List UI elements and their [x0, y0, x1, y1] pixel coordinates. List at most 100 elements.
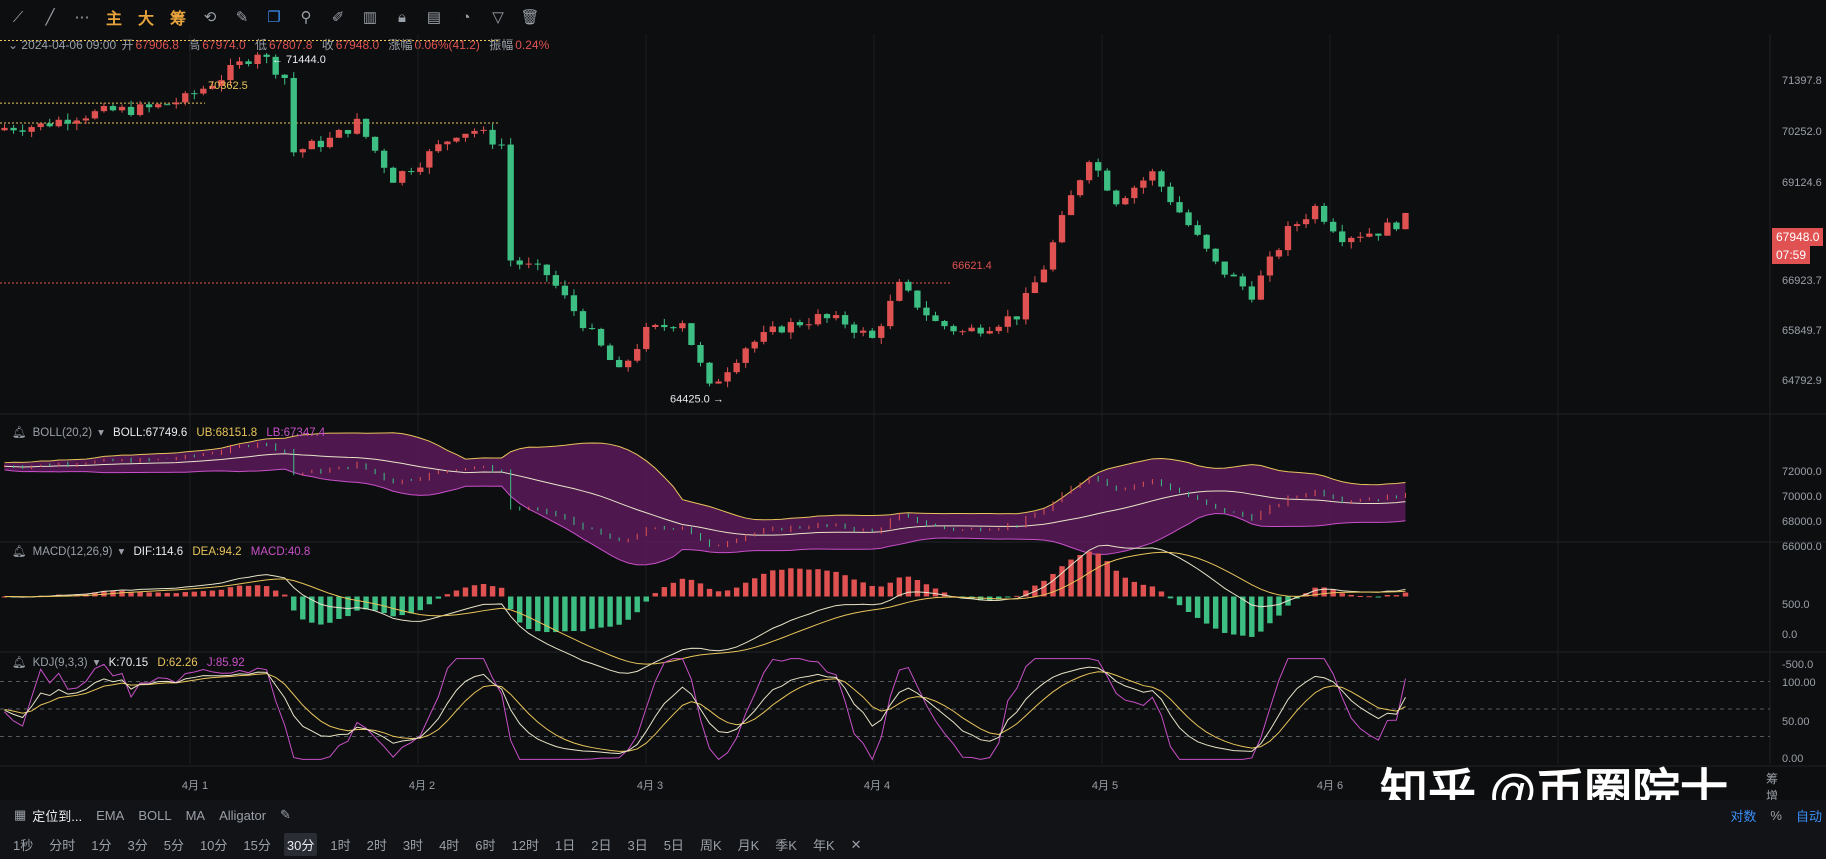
candle-body — [688, 323, 695, 346]
macd-name[interactable]: MACD(12,26,9) — [32, 546, 113, 558]
boll-lb: LB:67347.4 — [266, 427, 326, 439]
macd-bar — [562, 596, 568, 632]
timeframe-21[interactable]: 年K — [812, 838, 835, 853]
timeframe-3[interactable]: 3分 — [127, 838, 148, 853]
boll-tick: 70000.0 — [1782, 491, 1822, 503]
close-icon[interactable]: ✕ — [850, 836, 862, 852]
dropdown-icon[interactable]: ▾ — [118, 546, 125, 558]
note-icon[interactable]: ▤ — [426, 9, 442, 26]
magnet-icon[interactable]: ◔ — [461, 8, 471, 26]
ruler-icon[interactable]: ⚲ — [300, 9, 312, 26]
candle-body — [968, 327, 975, 332]
macd-bar — [173, 593, 179, 597]
timeframe-7[interactable]: 30分 — [283, 833, 318, 856]
candle-body — [1320, 205, 1328, 222]
auto-button[interactable]: 自动 — [1795, 808, 1822, 824]
timeframe-1[interactable]: 分时 — [49, 838, 76, 853]
percent-button[interactable]: % — [1770, 807, 1782, 823]
timeframe-8[interactable]: 1时 — [330, 838, 351, 853]
indicator-alligator[interactable]: Alligator — [219, 807, 267, 823]
edit-icon[interactable]: ✎ — [280, 807, 291, 822]
cycle-icon[interactable]: ⟲ — [203, 9, 217, 26]
timeframe-20[interactable]: 季K — [775, 838, 797, 853]
macd-bar — [833, 571, 839, 597]
trash-icon[interactable]: 🗑︎ — [520, 9, 540, 26]
timeframe-19[interactable]: 月K — [737, 838, 760, 853]
indicator-ma[interactable]: MA — [185, 807, 206, 823]
timeframe-0[interactable]: 1秒 — [13, 838, 34, 853]
timeframe-14[interactable]: 1日 — [555, 838, 576, 853]
timeframe-12[interactable]: 6时 — [475, 838, 496, 853]
brush-icon[interactable]: ✎ — [235, 9, 249, 26]
amp-value: 0.24% — [515, 38, 550, 52]
timeframe-17[interactable]: 5日 — [663, 838, 684, 853]
macd-bar — [1231, 596, 1237, 635]
timeframe-13[interactable]: 12时 — [511, 838, 539, 853]
candles-icon[interactable]: ▥ — [362, 9, 378, 26]
calendar-icon[interactable]: ▦ — [14, 807, 27, 822]
timeframe-10[interactable]: 3时 — [402, 838, 424, 853]
boll-name[interactable]: BOLL(20,2) — [32, 427, 93, 439]
indicator-ema[interactable]: EMA — [96, 807, 125, 823]
macd-bar — [1005, 596, 1011, 598]
locate-button[interactable]: 定位到... — [32, 808, 83, 824]
macd-bar — [1212, 596, 1219, 629]
kdj-legend: 🔔︎ KDJ(9,3,3) ▾ K:70.15 D:62.26 J:85.92 — [12, 655, 251, 669]
macd-bar — [1041, 580, 1047, 597]
dropdown-icon[interactable]: ▾ — [93, 657, 100, 669]
timeframe-16[interactable]: 3日 — [627, 838, 648, 853]
bell-icon[interactable]: 🔔︎ — [12, 546, 27, 558]
chips-button[interactable]: 筹 — [169, 11, 186, 28]
chips-side-button[interactable]: 筹 — [1766, 772, 1779, 786]
boll-band — [4, 432, 1406, 565]
candle-body — [733, 362, 740, 373]
macd-bar — [1086, 551, 1092, 597]
macd-dea: DEA:94.2 — [192, 546, 242, 558]
pencil-icon[interactable]: ✐ — [331, 9, 345, 26]
log-scale-button[interactable]: 对数 — [1730, 808, 1757, 824]
timeframe-2[interactable]: 1分 — [91, 838, 112, 853]
chevron-icon[interactable]: ⌄ — [8, 38, 22, 52]
macd-bar — [1068, 559, 1074, 597]
macd-bar — [1059, 566, 1065, 597]
kdj-name[interactable]: KDJ(9,3,3) — [32, 657, 88, 669]
line-tool-icon[interactable]: ⟋ — [12, 8, 24, 26]
lock-icon[interactable]: 🔒︎ — [398, 8, 406, 26]
filter-icon[interactable]: ▽ — [492, 9, 504, 26]
timeframe-4[interactable]: 5分 — [163, 838, 184, 853]
indicator-boll[interactable]: BOLL — [138, 807, 172, 823]
kdj-tick: 50.00 — [1782, 716, 1810, 728]
bell-icon[interactable]: 🔔︎ — [12, 657, 27, 669]
ray-tool-icon[interactable]: ╱ — [45, 9, 55, 26]
timeframe-9[interactable]: 2时 — [366, 838, 387, 853]
macd-bar — [282, 594, 288, 597]
dropdown-icon[interactable]: ▾ — [98, 427, 104, 439]
timeframe-15[interactable]: 2日 — [591, 838, 612, 853]
candle-body — [417, 167, 424, 172]
bell-icon[interactable]: 🔔︎ — [12, 427, 27, 439]
candle-body — [426, 151, 433, 168]
macd-bar — [797, 568, 803, 597]
macd-bar — [1140, 584, 1147, 597]
macd-bar — [1321, 587, 1327, 597]
macd-tick: 500.0 — [1782, 599, 1810, 611]
candle-body — [1167, 186, 1174, 203]
datetime: 2024-04-06 09:00 — [21, 38, 117, 52]
macd-bar — [1222, 596, 1228, 633]
add-side-button[interactable]: 增 — [1766, 789, 1779, 803]
more-icon[interactable]: ⋯ — [74, 9, 90, 26]
countdown-tag: 07:59 — [1772, 246, 1811, 264]
candle-body — [878, 326, 885, 338]
timeframe-18[interactable]: 周K — [699, 838, 722, 853]
timeframe-5[interactable]: 10分 — [199, 838, 228, 853]
copy-icon[interactable]: ❐ — [267, 9, 281, 26]
big-order-button[interactable]: 大 — [137, 11, 154, 28]
macd-bar — [426, 596, 433, 605]
macd-bar — [462, 587, 469, 597]
timeframe-6[interactable]: 15分 — [243, 838, 271, 853]
candle-body — [28, 127, 35, 132]
main-chart-button[interactable]: 主 — [105, 11, 122, 28]
timeframe-11[interactable]: 4时 — [439, 838, 460, 853]
candle-body — [73, 120, 80, 124]
